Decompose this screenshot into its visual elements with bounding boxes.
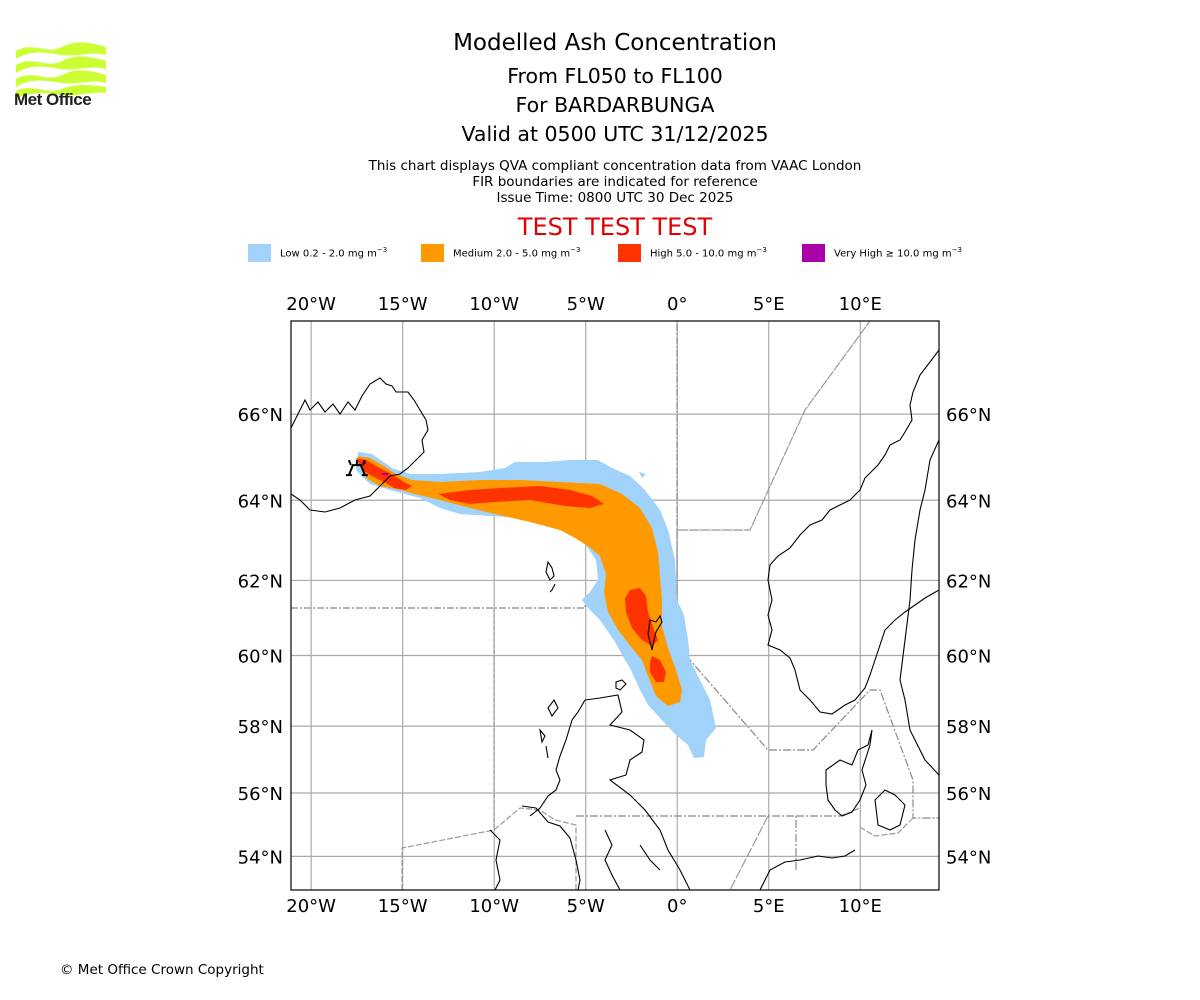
lon-tick-label-top: 10°W (469, 294, 519, 315)
coastlines (291, 349, 939, 890)
coastline-faroe (545, 560, 556, 593)
lat-tick-label-left: 58°N (238, 717, 283, 738)
lon-tick-label-top: 20°W (286, 294, 336, 315)
chart-title: Modelled Ash Concentration (453, 30, 777, 56)
coastline-orkney (615, 679, 627, 691)
lon-tick-label-bottom: 0° (667, 896, 687, 917)
coastline-sweden (899, 439, 939, 776)
legend-item-medium: Medium 2.0 - 5.0 mg m−3 (421, 244, 580, 262)
lon-tick-label-top: 5°E (753, 294, 785, 315)
fir-boundary-line (857, 817, 914, 837)
axis-tick-labels: 20°W 20°W 15°W 15°W 10°W 10°W 5°W 5°W 0° 0° 5°E 5°E… (238, 294, 992, 917)
description-line-1: This chart displays QVA compliant concen… (368, 158, 862, 174)
map-frame (290, 320, 940, 891)
ash-low-region (639, 472, 646, 478)
lon-tick-label-top: 5°W (567, 294, 605, 315)
lon-tick-label-bottom: 5°W (567, 896, 605, 917)
legend-swatch-high (618, 244, 641, 262)
fir-boundary-line (676, 321, 871, 606)
lat-tick-label-right: 62°N (946, 571, 991, 592)
legend-item-low: Low 0.2 - 2.0 mg m−3 (248, 244, 387, 262)
description-line-2: FIR boundaries are indicated for referen… (472, 174, 758, 190)
coastline-germany-netherlands (759, 849, 856, 890)
lat-tick-label-right: 60°N (946, 647, 991, 668)
lat-tick-label-left: 60°N (238, 647, 283, 668)
ash-high-region (438, 486, 604, 508)
flight-level-range: From FL050 to FL100 (507, 64, 723, 88)
lon-tick-label-bottom: 10°E (839, 896, 882, 917)
volcano-name: For BARDARBUNGA (515, 93, 715, 117)
lat-tick-label-right: 66°N (946, 405, 991, 426)
coastline-ireland (489, 805, 581, 890)
legend-label-very-high: Very High ≥ 10.0 mg m−3 (834, 246, 962, 260)
fir-boundary-line (796, 807, 861, 817)
ash-plume (356, 452, 716, 758)
lon-tick-label-top: 0° (667, 294, 687, 315)
ash-very-high-region (382, 473, 388, 475)
legend-item-high: High 5.0 - 10.0 mg m−3 (618, 244, 767, 262)
chart-description: This chart displays QVA compliant concen… (315, 158, 915, 206)
fir-boundary-line (676, 644, 939, 819)
legend-label-high: High 5.0 - 10.0 mg m−3 (650, 246, 767, 260)
issue-time: Issue Time: 0800 UTC 30 Dec 2025 (496, 190, 734, 206)
coastline-norway (767, 349, 939, 715)
lat-tick-label-right: 58°N (946, 717, 991, 738)
coastline-england (604, 829, 661, 890)
coastline-scotland (529, 694, 691, 890)
coastline-iceland (291, 377, 429, 513)
lat-tick-label-left: 66°N (238, 405, 283, 426)
lat-tick-label-right: 56°N (946, 784, 991, 805)
lon-tick-label-top: 15°W (378, 294, 428, 315)
valid-time: Valid at 0500 UTC 31/12/2025 (461, 122, 769, 146)
fir-boundary-line (401, 807, 577, 890)
legend-swatch-medium (421, 244, 444, 262)
lat-tick-label-right: 64°N (946, 491, 991, 512)
ash-high-region (625, 588, 658, 646)
legend-label-medium: Medium 2.0 - 5.0 mg m−3 (453, 246, 581, 260)
coastline-denmark (825, 729, 906, 831)
fir-boundary-line (291, 321, 678, 609)
lat-tick-label-left: 56°N (238, 784, 283, 805)
ash-high-region (650, 656, 666, 682)
lat-tick-label-left: 62°N (238, 571, 283, 592)
met-office-logo-icon (16, 42, 106, 99)
legend-label-low: Low 0.2 - 2.0 mg m−3 (280, 246, 388, 260)
copyright-notice: © Met Office Crown Copyright (60, 962, 264, 978)
coastline-hebrides (539, 698, 559, 759)
lat-tick-label-right: 54°N (946, 847, 991, 868)
test-banner: TEST TEST TEST (517, 213, 713, 241)
chart-subtitles: From FL050 to FL100 For BARDARBUNGA Vali… (315, 62, 915, 149)
lat-tick-label-left: 54°N (238, 847, 283, 868)
legend-item-very-high: Very High ≥ 10.0 mg m−3 (802, 244, 962, 262)
lat-tick-label-left: 64°N (238, 491, 283, 512)
lon-tick-label-bottom: 5°E (753, 896, 785, 917)
lon-tick-label-bottom: 10°W (469, 896, 519, 917)
legend-swatch-very-high (802, 244, 825, 262)
ash-medium-region (358, 456, 682, 706)
fir-boundary-line (576, 815, 797, 870)
volcano-icon (345, 459, 368, 477)
legend-swatch-low (248, 244, 271, 262)
lon-tick-label-bottom: 20°W (286, 896, 336, 917)
lon-tick-label-bottom: 15°W (378, 896, 428, 917)
fir-boundary-line (729, 815, 769, 890)
lon-tick-label-top: 10°E (839, 294, 882, 315)
coastline-shetland (647, 614, 663, 651)
met-office-logo-text: Met Office (14, 90, 92, 109)
